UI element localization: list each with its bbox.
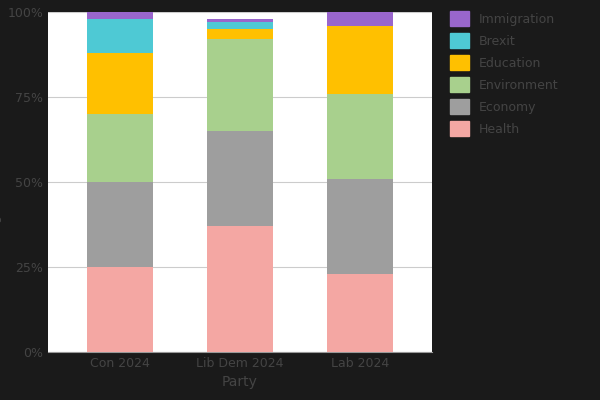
- Bar: [87, 2, 153, 19]
- Bar: [207, 39, 273, 131]
- Bar: [87, 19, 153, 53]
- X-axis label: Party: Party: [222, 376, 258, 390]
- Bar: [87, 182, 153, 267]
- Bar: [207, 226, 273, 352]
- Bar: [327, 178, 393, 274]
- Bar: [87, 114, 153, 182]
- Bar: [327, 26, 393, 94]
- Y-axis label: Relative weight of content on leaflets: Relative weight of content on leaflets: [0, 65, 2, 299]
- Bar: [87, 53, 153, 114]
- Bar: [327, 94, 393, 178]
- Bar: [327, 9, 393, 26]
- Bar: [207, 131, 273, 226]
- Legend: Immigration, Brexit, Education, Environment, Economy, Health: Immigration, Brexit, Education, Environm…: [450, 12, 558, 136]
- Bar: [327, 274, 393, 352]
- Bar: [207, 29, 273, 39]
- Bar: [207, 22, 273, 29]
- Bar: [87, 267, 153, 352]
- Bar: [207, 19, 273, 22]
